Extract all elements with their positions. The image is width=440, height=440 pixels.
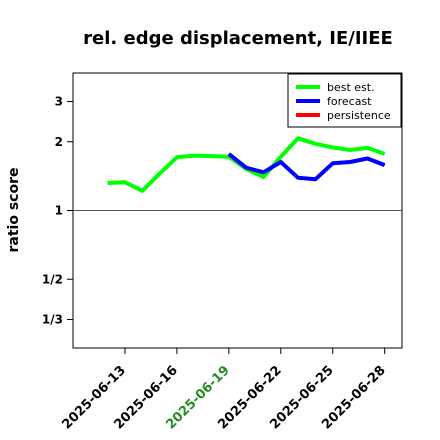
y-axis-label: ratio score — [6, 168, 22, 253]
legend-label: persistence — [327, 109, 391, 122]
x-axis: 2025-06-132025-06-162025-06-192025-06-22… — [60, 348, 389, 432]
series-line-best-est — [107, 136, 386, 193]
legend-label: forecast — [327, 95, 372, 108]
series-line-forecast — [227, 152, 386, 182]
y-tick-label: 3 — [55, 95, 63, 109]
y-tick-label: 2 — [55, 135, 63, 149]
chart-title: rel. edge displacement, IE/IIEE — [83, 28, 393, 49]
series-layer — [107, 136, 386, 193]
y-axis: 3 2 1 1/2 1/3 — [42, 95, 73, 326]
y-tick-label: 1 — [55, 204, 63, 218]
legend-label: best est. — [327, 81, 375, 94]
y-tick-label: 1/2 — [42, 272, 63, 286]
y-tick-label: 1/3 — [42, 312, 63, 326]
